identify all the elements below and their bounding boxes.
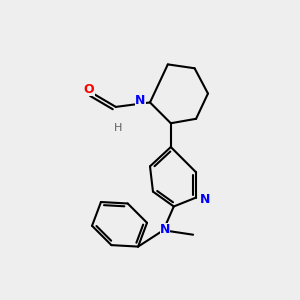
Text: N: N: [200, 193, 210, 206]
Text: N: N: [135, 94, 146, 107]
Text: N: N: [160, 223, 170, 236]
Text: H: H: [114, 123, 122, 133]
Text: O: O: [84, 83, 94, 96]
